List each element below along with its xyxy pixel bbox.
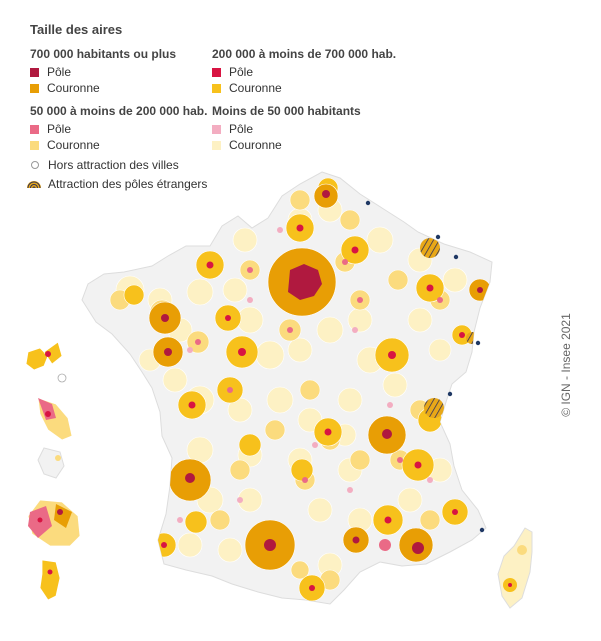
foreign-attraction-icon	[27, 181, 41, 189]
legend-entry-label: Couronne	[229, 81, 282, 95]
legend-poles-etrangers-label: Attraction des pôles étrangers	[48, 177, 208, 191]
mayotte	[39, 559, 61, 601]
legend-poles-etrangers: Attraction des pôles étrangers	[26, 177, 207, 191]
legend-group-50k: 50 000 à moins de 200 000 hab. Pôle Cour…	[30, 104, 207, 153]
legend-entry-label: Couronne	[229, 138, 282, 152]
attraction-areas	[109, 177, 492, 602]
legend-hors-attraction: Hors attraction des villes	[30, 158, 179, 172]
legend-entry-pole: Pôle	[212, 64, 396, 80]
guyane	[37, 447, 65, 479]
legend-group-title: Moins de 50 000 habitants	[212, 104, 361, 118]
legend-entry-pole: Pôle	[30, 64, 176, 80]
swatch-pole-200k	[212, 67, 221, 77]
legend-group-700k: 700 000 habitants ou plus Pôle Couronne	[30, 47, 176, 96]
swatch-couronne-700k	[30, 83, 39, 93]
martinique	[37, 397, 73, 441]
swatch-couronne-200k	[212, 83, 221, 93]
legend-entry-couronne: Couronne	[30, 137, 207, 153]
swatch-pole-700k	[30, 67, 39, 77]
legend-group-small: Moins de 50 000 habitants Pôle Couronne	[212, 104, 361, 153]
guadeloupe	[25, 341, 67, 383]
legend-group-200k: 200 000 à moins de 700 000 hab. Pôle Cou…	[212, 47, 396, 96]
foreign-poles	[365, 200, 485, 533]
legend-entry-pole: Pôle	[212, 121, 361, 137]
legend-entry-label: Couronne	[47, 138, 100, 152]
legend-title: Taille des aires	[30, 22, 123, 37]
swatch-pole-small	[212, 124, 221, 134]
la-reunion	[27, 499, 81, 547]
legend-entry-couronne: Couronne	[212, 137, 361, 153]
legend-entry-pole: Pôle	[30, 121, 207, 137]
hollow-circle-icon	[31, 161, 39, 169]
legend-entry-label: Couronne	[47, 81, 100, 95]
legend-hors-label: Hors attraction des villes	[48, 158, 179, 172]
legend-entry-couronne: Couronne	[30, 80, 176, 96]
legend-entry-label: Pôle	[229, 65, 254, 79]
legend-group-title: 700 000 habitants ou plus	[30, 47, 177, 61]
legend-group-title: 50 000 à moins de 200 000 hab.	[30, 104, 208, 118]
legend-entry-label: Pôle	[47, 122, 72, 136]
legend-group-title: 200 000 à moins de 700 000 hab.	[212, 47, 397, 61]
swatch-pole-50k	[30, 124, 39, 134]
legend-entry-label: Pôle	[47, 65, 72, 79]
credit: © IGN - Insee 2021	[559, 313, 573, 417]
swatch-couronne-50k	[30, 140, 39, 150]
legend-entry-couronne: Couronne	[212, 80, 396, 96]
corse	[497, 527, 533, 609]
swatch-couronne-small	[212, 140, 221, 150]
legend: Taille des aires 700 000 habitants ou pl…	[0, 0, 601, 200]
legend-entry-label: Pôle	[229, 122, 254, 136]
